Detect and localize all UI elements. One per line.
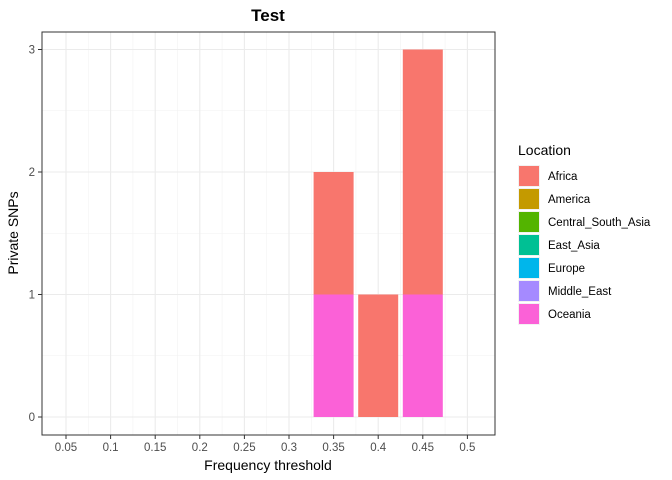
legend-label-middle-east: Middle_East [548,286,612,298]
legend-title: Location [518,142,571,158]
legend-label-america: America [548,194,591,206]
legend-swatch-middle-east [519,281,539,301]
x-tick-label: 0.2 [192,442,208,454]
x-tick-label: 0.1 [103,442,119,454]
y-axis-title: Private SNPs [5,191,21,274]
legend-swatch-africa [519,166,539,186]
x-tick-label: 0.45 [412,442,434,454]
y-tick-label: 3 [29,45,35,57]
bar-oceania-0.45 [402,294,443,417]
legend-label-oceania: Oceania [548,309,591,321]
y-tick-label: 0 [29,412,35,424]
panel-border [41,31,496,436]
legend-label-central-south-asia: Central_South_Asia [548,217,651,229]
x-axis-title: Frequency threshold [204,457,332,473]
x-tick-label: 0.15 [144,442,166,454]
x-tick-label: 0.5 [459,442,475,454]
legend-swatch-america [519,189,539,209]
legend-swatch-oceania [519,304,539,324]
x-tick-label: 0.35 [322,442,344,454]
legend: Location Africa America Central_South_Asia… [518,142,651,325]
plot-area: 0 1 2 3 0.05 0.1 0.15 0.2 0.25 0.3 0.35 0.4 0.45 0.5 [29,31,496,454]
legend-label-east-asia: East_Asia [548,240,600,252]
bar-africa-0.35 [313,172,354,295]
legend-label-europe: Europe [548,263,585,275]
x-tick-label: 0.05 [55,442,77,454]
x-tick-label: 0.3 [281,442,297,454]
chart-title: Test [251,6,285,25]
y-tick-label: 2 [29,167,35,179]
y-tick-label: 1 [29,290,35,302]
x-tick-label: 0.4 [370,442,387,454]
bar-africa-0.4 [358,294,399,417]
legend-swatch-europe [519,258,539,278]
bar-africa-0.45 [402,49,443,295]
legend-swatch-central-south-asia [519,212,539,232]
legend-label-africa: Africa [548,171,578,183]
x-tick-label: 0.25 [233,442,255,454]
bar-oceania-0.35 [313,294,354,417]
legend-swatch-east-asia [519,235,539,255]
